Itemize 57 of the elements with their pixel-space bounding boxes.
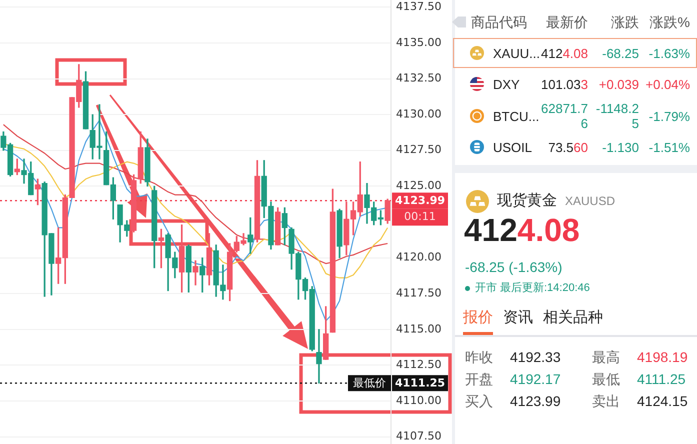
text: 最后更新:14:20:46 bbox=[500, 282, 590, 294]
annotation: 最低价 bbox=[353, 376, 386, 390]
text: 最高 bbox=[592, 349, 620, 365]
text: -1148.25 bbox=[594, 101, 639, 131]
text: 101.033 bbox=[541, 76, 588, 92]
text: -1.130 bbox=[601, 140, 639, 154]
ref-line-label: 4111.25 bbox=[394, 376, 446, 390]
text: 相关品种 bbox=[543, 308, 603, 326]
y-tick-label: 4107.50 bbox=[396, 430, 442, 443]
y-tick-label: 4137.50 bbox=[396, 0, 442, 14]
y-tick-label: 4112.50 bbox=[396, 358, 442, 372]
text: 报价 bbox=[463, 308, 493, 326]
text: 62871.76 bbox=[540, 101, 588, 131]
text: 最低 bbox=[592, 371, 620, 387]
text: 涨跌 bbox=[611, 14, 639, 30]
text: 商品代码 bbox=[471, 14, 527, 30]
text: 涨跌% bbox=[650, 14, 690, 30]
text: +0.039 bbox=[598, 76, 639, 92]
text: 4198.19 bbox=[637, 349, 688, 365]
text: XAUUSD bbox=[565, 194, 616, 208]
text: 4124.08 bbox=[540, 46, 588, 60]
text: USOIL bbox=[493, 140, 532, 154]
text: -1.51% bbox=[648, 140, 690, 154]
text: 卖出 bbox=[592, 393, 620, 409]
text: 资讯 bbox=[503, 308, 533, 326]
text: 最新价 bbox=[546, 14, 588, 30]
text: 昨收 bbox=[465, 349, 493, 365]
text: 4124.15 bbox=[637, 393, 688, 409]
text: +0.04% bbox=[646, 76, 690, 92]
text: 4124.08 bbox=[464, 212, 580, 248]
y-tick-label: 4115.00 bbox=[396, 322, 442, 336]
text: 现货黄金 bbox=[497, 192, 557, 208]
text: 4111.25 bbox=[637, 371, 686, 387]
text: -1.63% bbox=[648, 46, 690, 60]
y-tick-label: 4125.00 bbox=[396, 179, 442, 192]
text: -1.79% bbox=[648, 108, 690, 124]
y-tick-label: 4130.00 bbox=[396, 107, 442, 120]
text: XAUU... bbox=[493, 46, 540, 60]
text: DXY bbox=[493, 76, 520, 92]
y-tick-label: 4132.50 bbox=[396, 72, 442, 85]
text: -68.25 (-1.63%) bbox=[465, 259, 562, 275]
y-tick-label: 4135.00 bbox=[396, 36, 442, 49]
text: 73.560 bbox=[548, 140, 588, 154]
text: 开市 bbox=[475, 282, 497, 294]
text: 买入 bbox=[465, 393, 493, 409]
text: BTCU... bbox=[493, 108, 540, 124]
y-tick-label: 4117.50 bbox=[396, 286, 442, 300]
ref-line-label: 4123.99 bbox=[394, 194, 446, 208]
text: 开盘 bbox=[465, 371, 493, 387]
y-tick-label: 4120.00 bbox=[396, 250, 442, 264]
text: -68.25 bbox=[601, 46, 639, 60]
text: 4192.17 bbox=[510, 371, 561, 387]
text: 4123.99 bbox=[510, 393, 561, 409]
text: 00:11 bbox=[404, 210, 436, 224]
y-tick-label: 4127.50 bbox=[396, 143, 442, 156]
y-tick-label: 4110.00 bbox=[396, 394, 442, 407]
text: 4192.33 bbox=[510, 349, 561, 365]
